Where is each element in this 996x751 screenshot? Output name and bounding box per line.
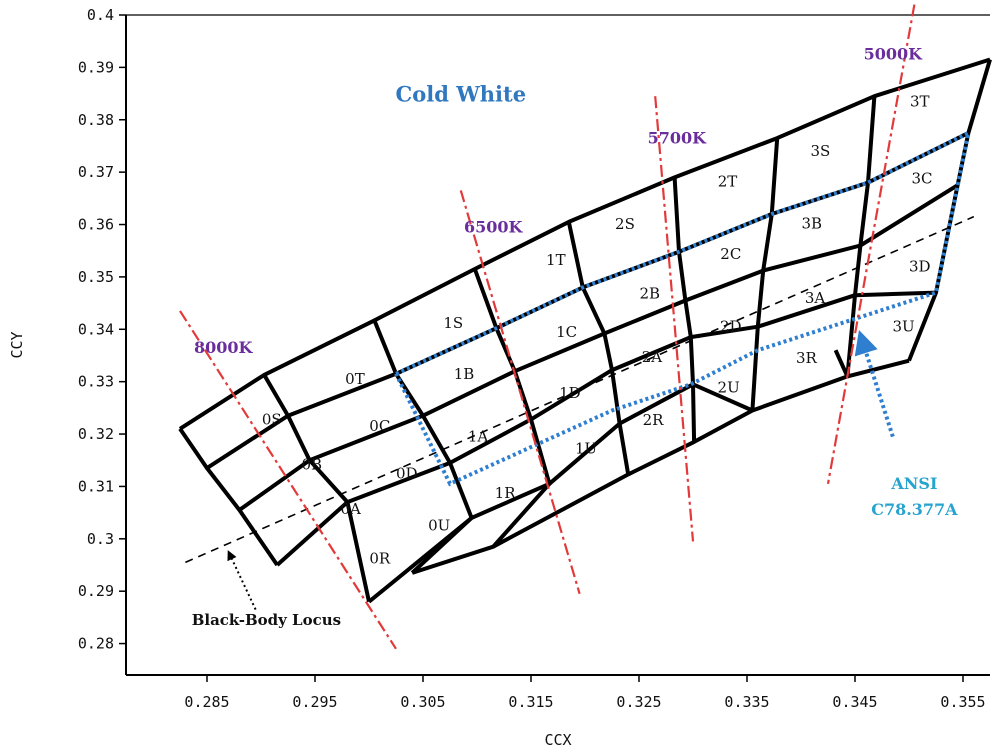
bin-label: 1S [443, 314, 463, 332]
bin-column-boundary [372, 319, 474, 575]
ansi-quadrangle [394, 129, 972, 487]
bin-label: 2A [642, 348, 663, 366]
bin-column-boundary [750, 137, 780, 411]
bin-label: 1A [468, 428, 489, 446]
bin-column-boundary [672, 177, 697, 442]
cct-label: 5700K [648, 128, 708, 147]
bin-label: 0C [369, 417, 390, 435]
bin-label: 1C [556, 323, 577, 341]
bin-label: 1R [495, 484, 517, 502]
cct-line [826, 4, 916, 485]
bin-label: 2S [615, 215, 635, 233]
y-tick-label: 0.36 [78, 216, 114, 234]
x-axis-title: CCX [544, 731, 571, 749]
y-tick-label: 0.35 [78, 268, 114, 286]
x-tick-label: 0.315 [508, 693, 553, 711]
plot-frame [125, 14, 990, 676]
y-tick-label: 0.28 [78, 635, 114, 653]
y-tick-label: 0.29 [78, 582, 114, 600]
bin-label: 0S [262, 410, 282, 428]
x-tick-label: 0.355 [940, 693, 985, 711]
x-tick-label: 0.345 [832, 693, 877, 711]
bin-label: 3R [796, 349, 818, 367]
bin-column-boundary [472, 268, 552, 549]
ansi-annotation: ANSI C78.377A [854, 329, 958, 519]
black-body-locus-line [185, 215, 975, 564]
y-tick-label: 0.33 [78, 373, 114, 391]
bin-grid-rows [178, 57, 991, 604]
y-axis-ticks: 0.28 0.29 0.3 0.31 0.32 0.33 0.34 0.35 0.36 0.37 0… [78, 6, 126, 653]
bin-column-boundary [833, 96, 877, 379]
ansi-arrow [854, 329, 895, 438]
bin-column-boundary [907, 58, 992, 362]
bin-label: 1B [454, 365, 475, 383]
cct-line [459, 190, 581, 595]
cct-label: 6500K [464, 217, 524, 236]
bin-label: 1T [546, 251, 566, 269]
bin-label: 2C [720, 245, 741, 263]
black-body-arrow [227, 550, 257, 610]
black-body-locus [185, 215, 975, 564]
ansi-label-line-1: ANSI [890, 474, 937, 493]
bin-label: 2D [720, 318, 742, 336]
bin-row-boundary [367, 358, 910, 604]
y-axis-title: CCY [8, 331, 26, 358]
bin-label: 0T [345, 370, 365, 388]
y-tick-label: 0.38 [78, 111, 114, 129]
bin-label: 3C [911, 169, 932, 187]
cct-label: 5000K [864, 45, 924, 64]
x-tick-label: 0.305 [400, 693, 445, 711]
cct-line [654, 96, 695, 542]
bin-label: 0R [369, 550, 391, 568]
black-body-label: Black-Body Locus [192, 611, 341, 629]
bin-label: 0D [396, 464, 418, 482]
y-tick-label: 0.37 [78, 163, 114, 181]
x-tick-label: 0.335 [724, 693, 769, 711]
x-axis-ticks: 0.285 0.295 0.305 0.315 0.325 0.335 0.345 0.355 [184, 675, 986, 711]
bin-label: 3D [909, 257, 931, 275]
y-tick-label: 0.39 [78, 58, 114, 76]
bin-label: 2R [643, 411, 665, 429]
bin-labels: 0S 0T 0B 0C 0A 0D 0R 0U 1S 1B 1A 1R 1T 1C 1D 1U 2S 2B 2A 2R… [262, 92, 933, 567]
bin-column-boundary [178, 427, 279, 567]
bin-grid-columns [178, 58, 992, 603]
y-tick-label: 0.34 [78, 320, 114, 338]
bin-label: 2T [718, 173, 738, 191]
cct-lines: 8000K 6500K 5700K 5000K [179, 4, 924, 650]
bin-label: 3A [805, 289, 826, 307]
bin-label: 3B [802, 214, 823, 232]
bin-label: 2B [640, 285, 661, 303]
y-tick-label: 0.31 [78, 477, 114, 495]
bin-column-boundary [566, 221, 631, 475]
cct-label: 8000K [194, 338, 254, 357]
x-tick-label: 0.285 [184, 693, 229, 711]
cct-line [179, 310, 397, 650]
bin-label: 1D [559, 384, 581, 402]
bin-label: 0A [340, 500, 361, 518]
bin-label: 1U [575, 440, 597, 458]
y-tick-label: 0.3 [87, 530, 114, 548]
bin-label: 3T [910, 92, 930, 110]
bin-label: 0B [301, 455, 322, 473]
y-tick-label: 0.4 [87, 6, 114, 24]
x-tick-label: 0.295 [292, 693, 337, 711]
bin-label: 3U [893, 318, 915, 336]
y-tick-label: 0.32 [78, 425, 114, 443]
x-tick-label: 0.325 [616, 693, 661, 711]
ansi-label-line-2: C78.377A [871, 500, 958, 519]
ansi-outline [394, 129, 972, 487]
bin-label: 0U [428, 517, 450, 535]
black-body-annotation: Black-Body Locus [192, 550, 341, 629]
bin-label: 2U [718, 378, 740, 396]
bin-column-boundary [262, 373, 371, 603]
bin-row-boundary [178, 57, 991, 431]
chart-title: Cold White [396, 81, 527, 106]
bin-label: 3S [811, 142, 831, 160]
